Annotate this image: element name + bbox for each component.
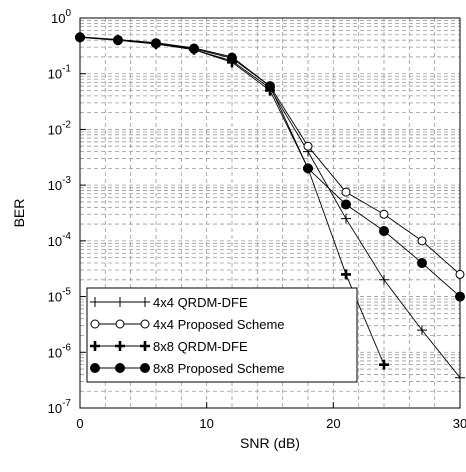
data-point — [90, 341, 100, 351]
legend-box — [86, 287, 358, 383]
legend-entry: 8x8 Proposed Scheme — [90, 361, 285, 376]
y-tick-label: 10-5 — [48, 287, 72, 305]
data-point — [115, 363, 125, 373]
legend-label: 4x4 QRDM-DFE — [153, 295, 248, 310]
data-point — [90, 297, 100, 307]
data-point — [90, 363, 100, 373]
series-circle-open — [75, 32, 465, 279]
legend-label: 8x8 QRDM-DFE — [153, 339, 248, 354]
x-tick-label: 10 — [199, 416, 213, 431]
x-tick-label: 20 — [326, 416, 340, 431]
x-tick-label: 30 — [453, 416, 466, 431]
y-tick-label: 10-6 — [48, 342, 72, 360]
y-axis-label: BER — [11, 199, 27, 228]
data-point — [455, 269, 465, 279]
data-point — [115, 319, 125, 329]
data-point — [379, 209, 389, 219]
x-axis-label: SNR (dB) — [240, 435, 300, 451]
data-point — [140, 363, 150, 373]
x-tick-label: 0 — [76, 416, 83, 431]
y-tick-label: 10-4 — [48, 231, 72, 249]
series-line — [79, 36, 461, 275]
legend: 4x4 QRDM-DFE 4x4 Proposed Scheme 8x8 QRDM-… — [86, 287, 358, 383]
data-point — [227, 53, 237, 64]
y-tick-label: 100 — [51, 8, 71, 26]
data-point — [455, 291, 465, 302]
legend-entry: 4x4 QRDM-DFE — [90, 295, 248, 310]
data-point — [151, 38, 161, 49]
data-point — [303, 141, 313, 151]
data-point — [189, 43, 199, 54]
y-tick-label: 10-3 — [48, 175, 72, 193]
data-point — [341, 187, 351, 197]
data-point — [140, 319, 150, 329]
data-point — [341, 199, 351, 210]
series-group — [75, 32, 465, 383]
data-point — [265, 81, 275, 92]
data-point — [379, 226, 389, 237]
axis-ticks: 0 10 20 30 100 10-1 10-2 10-3 10-4 10-5 10-6 10-7 — [48, 8, 466, 431]
legend-label: 8x8 Proposed Scheme — [153, 361, 285, 376]
legend-entry: 8x8 QRDM-DFE — [90, 339, 248, 354]
data-point — [113, 35, 123, 46]
data-point — [379, 359, 389, 370]
y-tick-label: 10-2 — [48, 119, 72, 137]
series-circle-filled — [75, 32, 465, 302]
data-point — [140, 341, 150, 351]
data-point — [75, 32, 85, 43]
data-point — [115, 341, 125, 351]
data-point — [417, 325, 427, 336]
data-point — [379, 274, 389, 285]
data-point — [341, 269, 351, 280]
legend-label: 4x4 Proposed Scheme — [153, 317, 285, 332]
data-point — [341, 213, 351, 224]
legend-entry: 4x4 Proposed Scheme — [90, 317, 285, 332]
data-point — [303, 163, 313, 174]
y-tick-label: 10-1 — [48, 64, 72, 82]
data-point — [115, 297, 125, 307]
data-point — [417, 258, 427, 269]
data-point — [140, 297, 150, 307]
data-point — [417, 236, 427, 246]
data-point — [90, 319, 100, 329]
plot-frame — [79, 17, 461, 409]
data-point — [455, 372, 465, 383]
y-tick-label: 10-7 — [48, 398, 72, 416]
